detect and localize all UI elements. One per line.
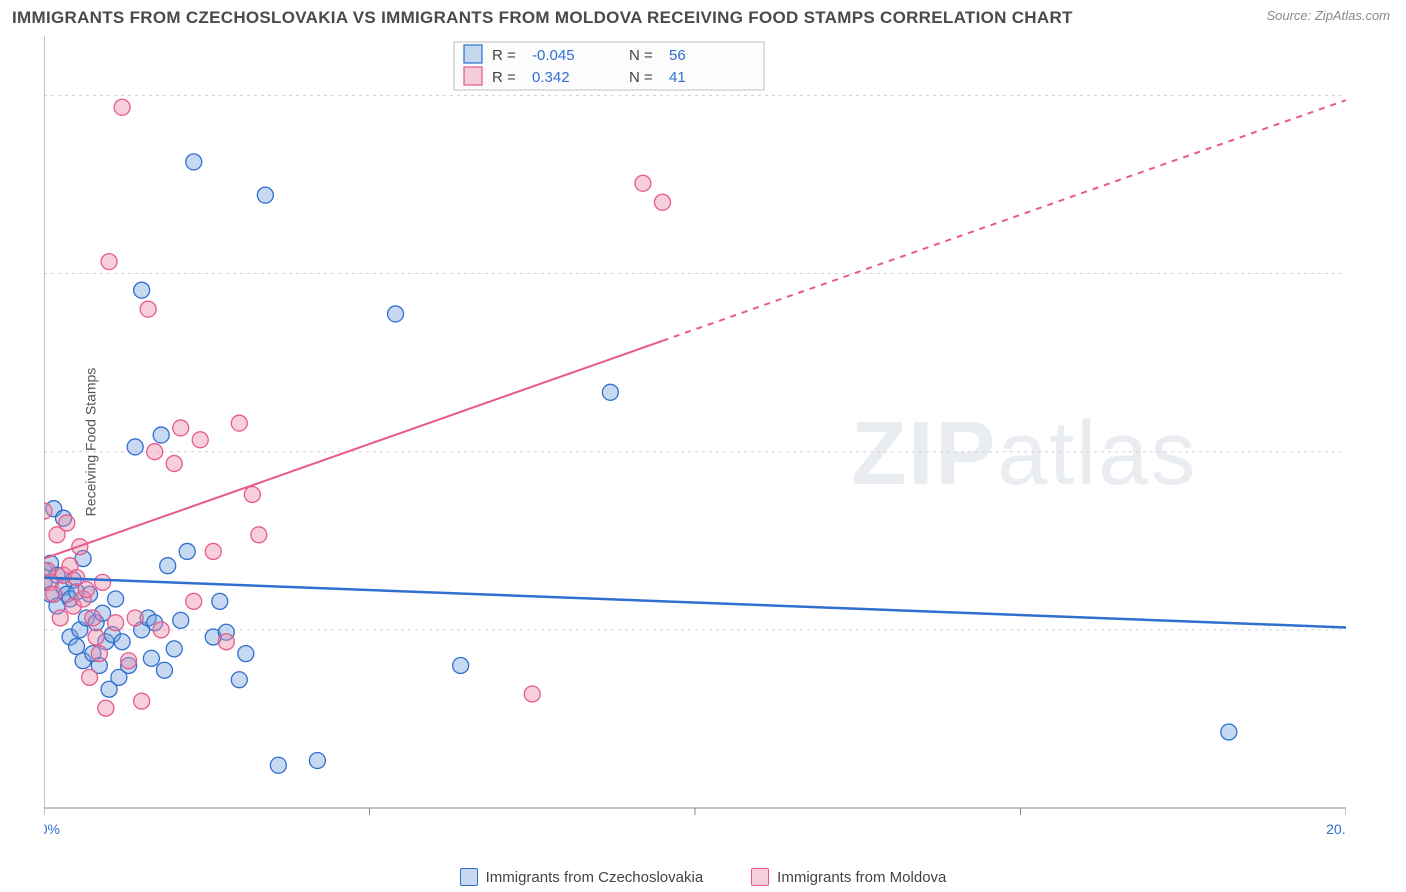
data-point xyxy=(192,432,208,448)
svg-text:-0.045: -0.045 xyxy=(532,47,575,64)
data-point xyxy=(251,527,267,543)
svg-text:N =: N = xyxy=(629,47,653,64)
data-point xyxy=(88,629,104,645)
data-point xyxy=(654,194,670,210)
data-point xyxy=(140,301,156,317)
data-point xyxy=(218,634,234,650)
svg-text:R =: R = xyxy=(492,69,516,86)
data-point xyxy=(108,591,124,607)
data-point xyxy=(134,693,150,709)
data-point xyxy=(101,254,117,270)
legend-label: Immigrants from Moldova xyxy=(777,869,946,886)
data-point xyxy=(173,612,189,628)
data-point xyxy=(114,99,130,115)
data-point xyxy=(156,662,172,678)
data-point xyxy=(1221,724,1237,740)
data-point xyxy=(244,486,260,502)
legend-swatch-blue xyxy=(460,868,478,886)
data-point xyxy=(52,610,68,626)
legend-swatch-pink xyxy=(751,868,769,886)
scatter-plot: ZIPatlas7.5%15.0%22.5%30.0%0.0%20.0%R =-… xyxy=(44,36,1346,848)
data-point xyxy=(166,641,182,657)
data-point xyxy=(231,415,247,431)
data-point xyxy=(108,615,124,631)
svg-text:0.0%: 0.0% xyxy=(44,821,60,837)
data-point xyxy=(153,427,169,443)
legend-label: Immigrants from Czechoslovakia xyxy=(486,869,704,886)
data-point xyxy=(46,586,62,602)
data-point xyxy=(186,593,202,609)
legend-bottom: Immigrants from Czechoslovakia Immigrant… xyxy=(0,868,1406,886)
data-point xyxy=(388,306,404,322)
source-attribution: Source: ZipAtlas.com xyxy=(1266,8,1390,23)
svg-text:R =: R = xyxy=(492,47,516,64)
svg-text:N =: N = xyxy=(629,69,653,86)
data-point xyxy=(205,543,221,559)
data-point xyxy=(635,175,651,191)
chart-title: IMMIGRANTS FROM CZECHOSLOVAKIA VS IMMIGR… xyxy=(12,8,1073,28)
data-point xyxy=(453,657,469,673)
data-point xyxy=(95,574,111,590)
data-point xyxy=(69,638,85,654)
data-point xyxy=(179,543,195,559)
data-point xyxy=(114,634,130,650)
data-point xyxy=(160,558,176,574)
data-point xyxy=(127,439,143,455)
data-point xyxy=(524,686,540,702)
data-point xyxy=(127,610,143,626)
data-point xyxy=(602,384,618,400)
data-point xyxy=(134,282,150,298)
data-point xyxy=(270,757,286,773)
data-point xyxy=(59,515,75,531)
legend-item-blue: Immigrants from Czechoslovakia xyxy=(460,868,704,886)
data-point xyxy=(91,646,107,662)
svg-text:56: 56 xyxy=(669,47,686,64)
legend-swatch xyxy=(464,67,482,85)
data-point xyxy=(166,456,182,472)
trend-line-extrapolated xyxy=(662,100,1346,341)
data-point xyxy=(98,700,114,716)
legend-swatch xyxy=(464,45,482,63)
data-point xyxy=(147,444,163,460)
data-point xyxy=(78,581,94,597)
data-point xyxy=(173,420,189,436)
y-axis-label: Receiving Food Stamps xyxy=(82,368,98,517)
data-point xyxy=(153,622,169,638)
data-point xyxy=(309,752,325,768)
data-point xyxy=(238,646,254,662)
svg-text:ZIPatlas: ZIPatlas xyxy=(851,404,1197,504)
data-point xyxy=(257,187,273,203)
svg-text:20.0%: 20.0% xyxy=(1326,821,1346,837)
data-point xyxy=(186,154,202,170)
data-point xyxy=(231,672,247,688)
data-point xyxy=(82,669,98,685)
data-point xyxy=(85,610,101,626)
data-point xyxy=(121,653,137,669)
trend-line xyxy=(44,578,1346,628)
chart-area: Receiving Food Stamps ZIPatlas7.5%15.0%2… xyxy=(44,36,1346,848)
svg-text:41: 41 xyxy=(669,69,686,86)
svg-text:0.342: 0.342 xyxy=(532,69,570,86)
data-point xyxy=(212,593,228,609)
data-point xyxy=(143,650,159,666)
legend-item-pink: Immigrants from Moldova xyxy=(751,868,946,886)
